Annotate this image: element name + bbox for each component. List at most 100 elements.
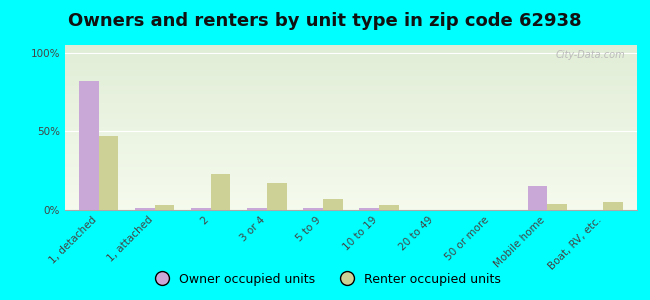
Bar [65, 68, 637, 70]
Bar [65, 190, 637, 192]
Bar [65, 129, 637, 131]
Bar [65, 94, 637, 96]
Bar [65, 188, 637, 190]
Bar [65, 182, 637, 184]
Bar [65, 139, 637, 141]
Bar [65, 200, 637, 202]
Bar [65, 205, 637, 207]
Bar [155, 205, 174, 210]
Bar [65, 170, 637, 172]
Bar [65, 91, 637, 93]
Bar [528, 186, 547, 210]
Bar [65, 75, 637, 76]
Text: Owners and renters by unit type in zip code 62938: Owners and renters by unit type in zip c… [68, 12, 582, 30]
Bar [65, 187, 637, 188]
Bar [65, 96, 637, 98]
Bar [65, 159, 637, 160]
Bar [65, 165, 637, 167]
Bar [65, 160, 637, 162]
Bar [65, 114, 637, 116]
Bar [65, 86, 637, 88]
Bar [65, 108, 637, 109]
Bar [247, 208, 267, 210]
Bar [65, 122, 637, 124]
Bar [323, 199, 343, 210]
Bar [65, 46, 637, 48]
Bar [65, 103, 637, 104]
Bar [65, 194, 637, 195]
Bar [65, 73, 637, 75]
Bar [65, 202, 637, 203]
Bar [65, 98, 637, 99]
Bar [65, 157, 637, 159]
Bar [65, 61, 637, 63]
Bar [65, 118, 637, 119]
Bar [65, 155, 637, 157]
Bar [65, 66, 637, 68]
Bar [65, 180, 637, 182]
Bar [65, 116, 637, 118]
Bar [65, 121, 637, 122]
Bar [65, 134, 637, 136]
Bar [379, 205, 398, 210]
Bar [359, 208, 379, 210]
Bar [65, 112, 637, 114]
Bar [65, 169, 637, 170]
Bar [65, 71, 637, 73]
Bar [65, 60, 637, 61]
Bar [65, 78, 637, 80]
Bar [65, 164, 637, 165]
Bar [65, 89, 637, 91]
Bar [65, 177, 637, 178]
Bar [65, 50, 637, 52]
Bar [65, 142, 637, 144]
Bar [65, 53, 637, 55]
Bar [65, 106, 637, 108]
Bar [65, 109, 637, 111]
Bar [65, 178, 637, 180]
Bar [65, 185, 637, 187]
Bar [65, 119, 637, 121]
Bar [304, 208, 323, 210]
Bar [65, 65, 637, 66]
Bar [65, 55, 637, 56]
Bar [135, 208, 155, 210]
Bar [65, 141, 637, 142]
Bar [65, 124, 637, 126]
Bar [65, 128, 637, 129]
Bar [65, 63, 637, 65]
Bar [65, 146, 637, 147]
Bar [65, 80, 637, 81]
Bar [65, 152, 637, 154]
Bar [267, 183, 287, 210]
Bar [65, 70, 637, 71]
Bar [65, 208, 637, 210]
Bar [65, 88, 637, 89]
Text: City-Data.com: City-Data.com [556, 50, 625, 60]
Bar [65, 137, 637, 139]
Bar [65, 58, 637, 60]
Bar [65, 101, 637, 103]
Bar [65, 172, 637, 174]
Bar [65, 131, 637, 132]
Bar [65, 174, 637, 175]
Bar [65, 184, 637, 185]
Bar [65, 147, 637, 149]
Bar [65, 192, 637, 194]
Bar [99, 136, 118, 210]
Bar [65, 104, 637, 106]
Bar [65, 81, 637, 83]
Bar [65, 76, 637, 78]
Bar [65, 45, 637, 46]
Bar [65, 175, 637, 177]
Bar [65, 56, 637, 58]
Bar [211, 174, 231, 210]
Bar [65, 132, 637, 134]
Bar [65, 149, 637, 151]
Bar [191, 208, 211, 210]
Bar [79, 81, 99, 210]
Bar [65, 197, 637, 199]
Bar [547, 204, 567, 210]
Bar [65, 83, 637, 85]
Bar [603, 202, 623, 210]
